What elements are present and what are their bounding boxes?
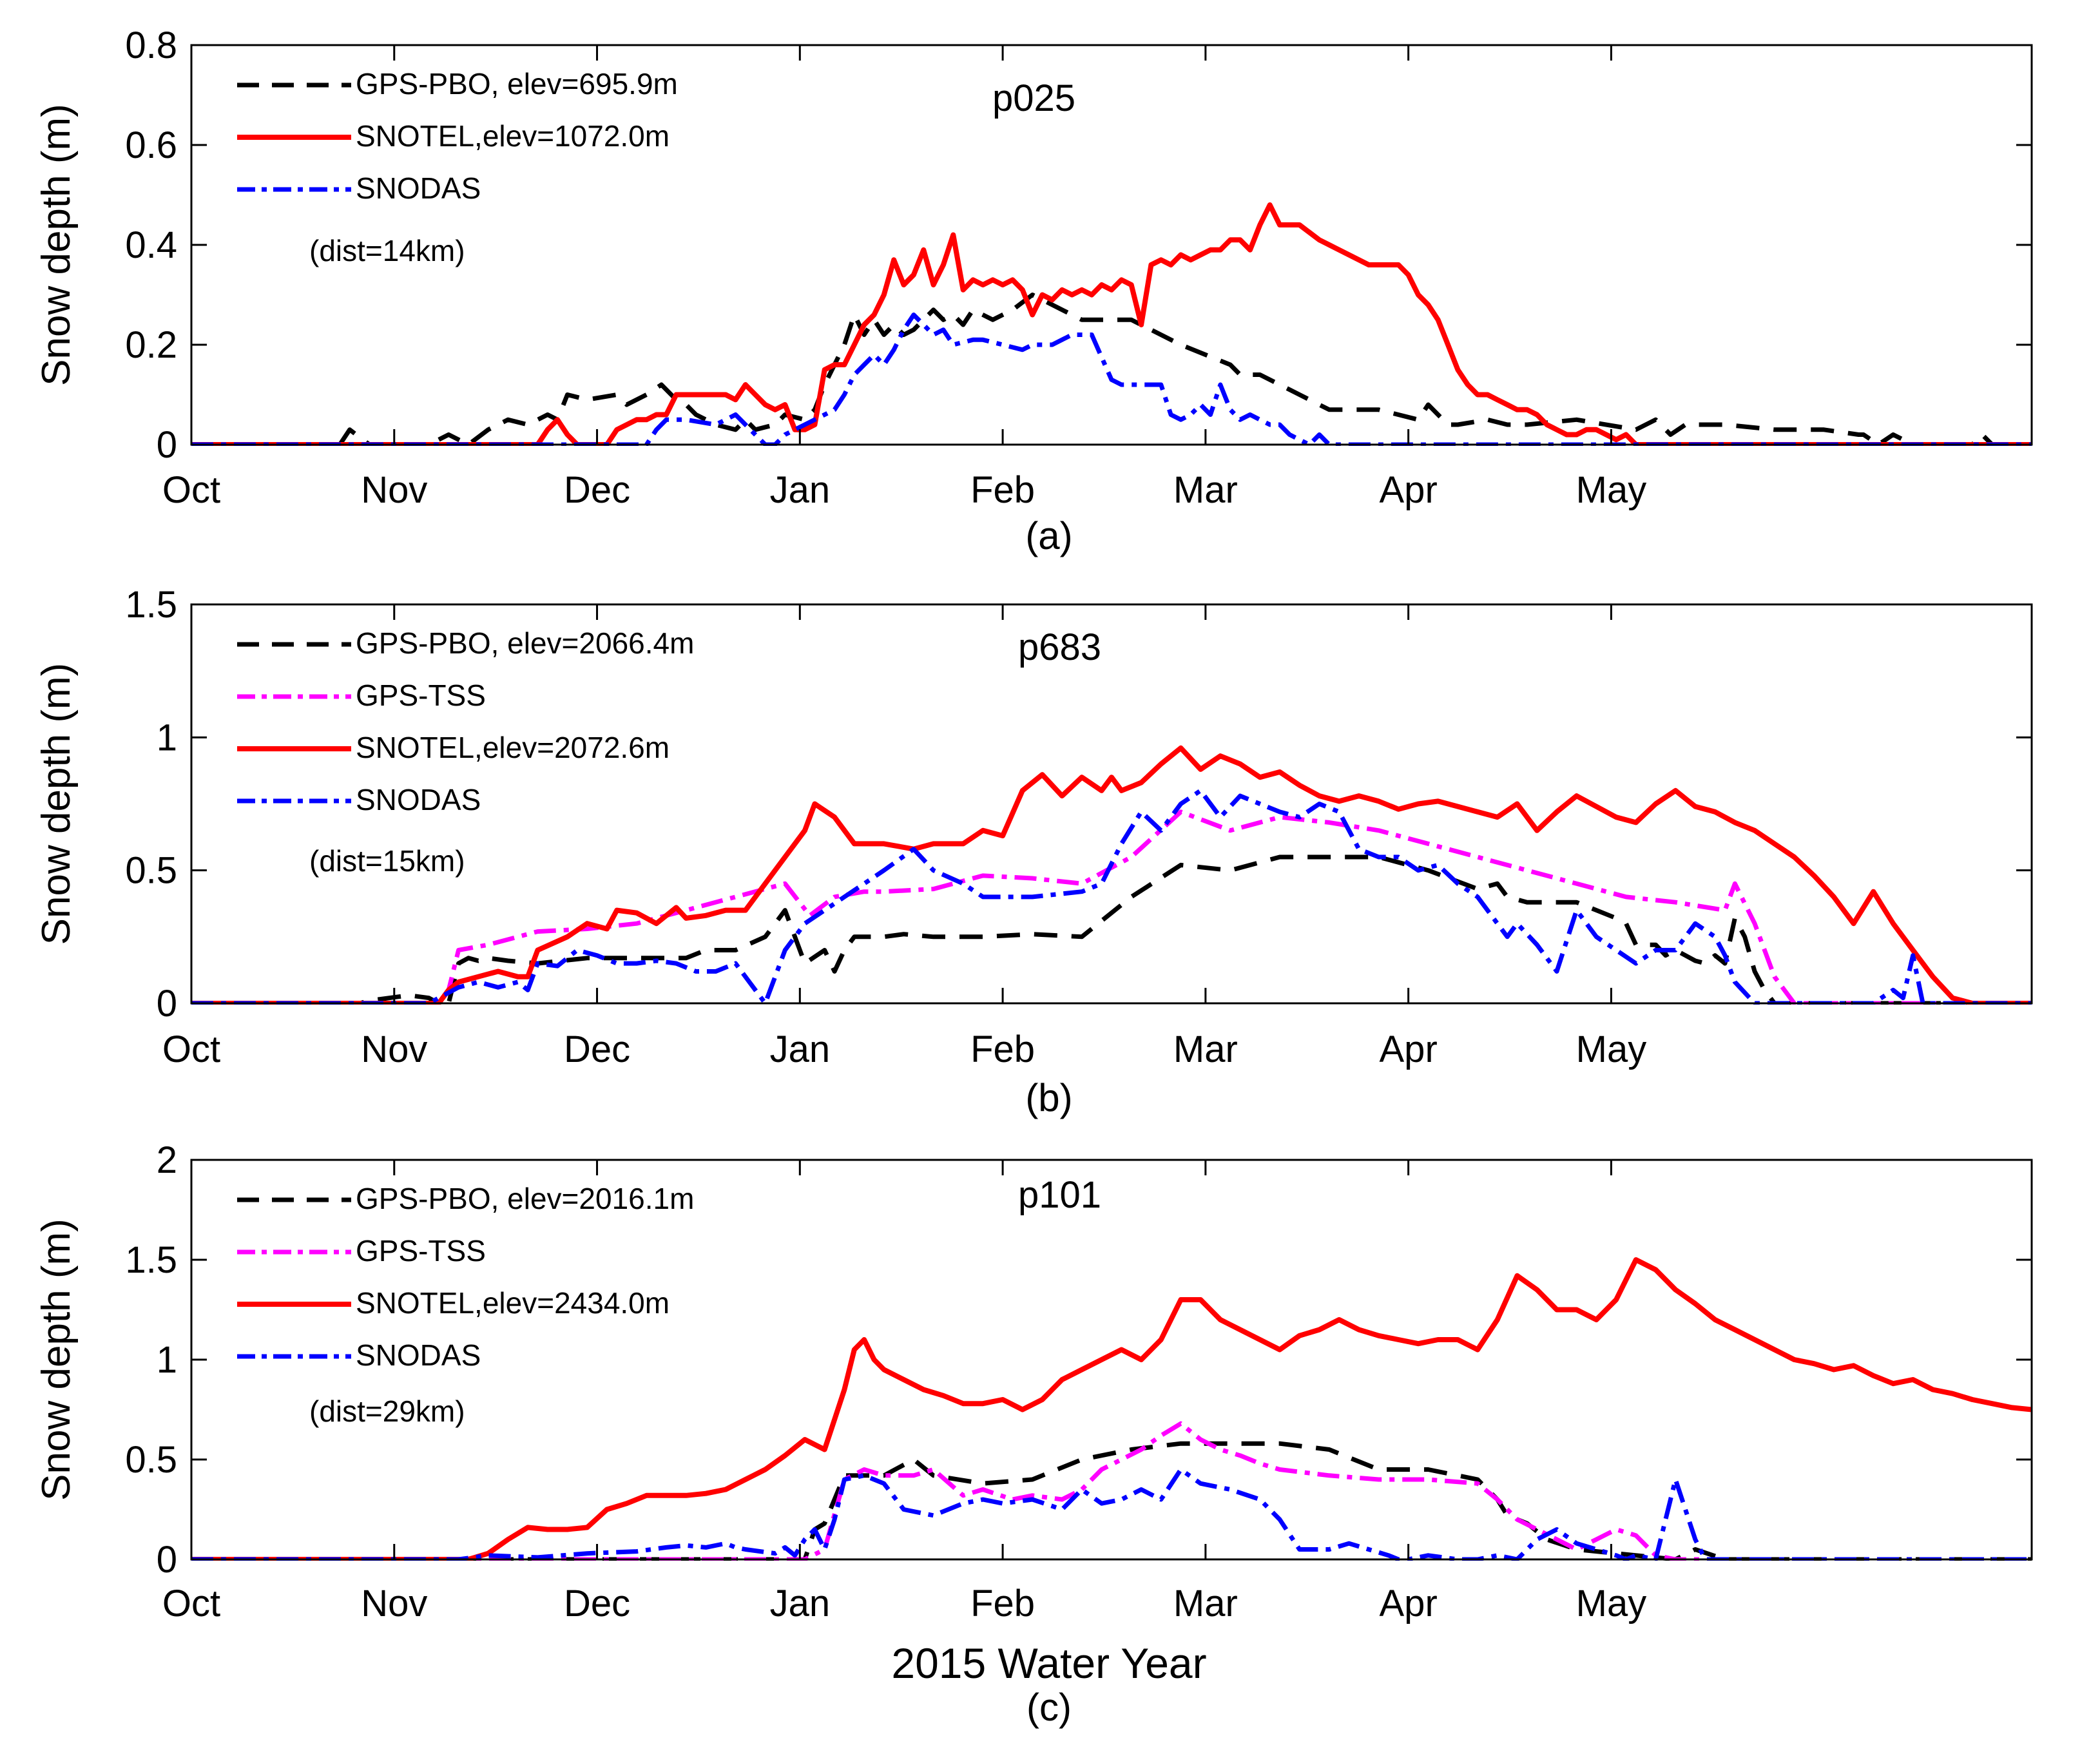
series-line-0-0 xyxy=(191,293,2032,446)
x-tick-label: Apr xyxy=(1380,1028,1438,1070)
x-tick-label: Feb xyxy=(970,469,1035,511)
x-tick-label: Dec xyxy=(564,1028,630,1070)
distance-note: (dist=15km) xyxy=(309,844,465,878)
legend-label: GPS-PBO, elev=2066.4m xyxy=(356,626,694,660)
y-tick-label: 1 xyxy=(157,1339,177,1381)
legend-label: SNOTEL,elev=1072.0m xyxy=(356,119,669,153)
legend-label: GPS-PBO, elev=2016.1m xyxy=(356,1182,694,1215)
legend-label: GPS-TSS xyxy=(356,1234,486,1267)
x-tick-label: Jan xyxy=(770,1583,831,1624)
y-axis-label: Snow depth (m) xyxy=(34,663,79,945)
distance-note: (dist=14km) xyxy=(309,234,465,267)
x-tick-label: Jan xyxy=(770,1028,831,1070)
y-tick-label: 0.5 xyxy=(125,850,177,892)
station-label: p101 xyxy=(1018,1174,1101,1216)
y-tick-label: 0.4 xyxy=(125,224,177,266)
panel-2: 0 0.5 1 1.5 2 Oct Nov Dec Jan Feb Mar Apr May Snow de… xyxy=(34,1139,2033,1729)
x-tick-label: Dec xyxy=(564,469,630,511)
y-tick-label: 1.5 xyxy=(125,584,177,626)
y-tick-label: 0 xyxy=(157,1539,177,1581)
x-tick-label: Dec xyxy=(564,1583,630,1624)
y-axis-label: Snow depth (m) xyxy=(34,1219,79,1501)
x-tick-label: Feb xyxy=(970,1583,1035,1624)
x-tick-label: Oct xyxy=(162,469,220,511)
y-tick-label: 0.8 xyxy=(125,24,177,66)
x-tick-label: Feb xyxy=(970,1028,1035,1070)
series-line-2-3 xyxy=(191,1467,2032,1561)
series-line-2-1 xyxy=(191,1421,2032,1561)
series-line-1-1 xyxy=(191,809,2032,1005)
x-tick-label: Apr xyxy=(1380,1583,1438,1624)
x-tick-label: Nov xyxy=(361,1028,427,1070)
station-label: p683 xyxy=(1018,626,1101,668)
legend-label: SNODAS xyxy=(356,171,481,205)
x-tick-label: Mar xyxy=(1173,1028,1238,1070)
y-tick-label: 0.6 xyxy=(125,124,177,166)
x-tick-label: Mar xyxy=(1173,1583,1238,1624)
x-tick-label: Jan xyxy=(770,469,831,511)
x-tick-label: Mar xyxy=(1173,469,1238,511)
y-tick-label: 0 xyxy=(157,983,177,1025)
plot-frame xyxy=(190,603,2033,1005)
panel-label: (a) xyxy=(1025,514,1072,557)
distance-note: (dist=29km) xyxy=(309,1394,465,1428)
legend-label: GPS-TSS xyxy=(356,679,486,712)
x-tick-label: Oct xyxy=(162,1028,220,1070)
series-line-1-3 xyxy=(191,788,2032,1005)
series-line-2-2 xyxy=(191,1257,2032,1561)
legend-label: SNOTEL,elev=2072.6m xyxy=(356,731,669,764)
y-tick-label: 0 xyxy=(157,424,177,466)
x-tick-label: May xyxy=(1576,469,1647,511)
y-axis-label: Snow depth (m) xyxy=(34,104,79,386)
series-line-1-0 xyxy=(191,854,2032,1005)
legend-label: SNODAS xyxy=(356,783,481,816)
panel-label: (c) xyxy=(1026,1686,1072,1729)
panel-0: 0 0.2 0.4 0.6 0.8 Oct Nov Dec Jan Feb Mar Apr May Sno… xyxy=(34,24,2033,557)
x-tick-label: May xyxy=(1576,1028,1647,1070)
legend-label: GPS-PBO, elev=695.9m xyxy=(356,67,678,101)
y-tick-label: 0.5 xyxy=(125,1439,177,1481)
station-label: p025 xyxy=(992,77,1075,119)
series-line-1-2 xyxy=(191,745,2032,1005)
x-tick-label: Oct xyxy=(162,1583,220,1624)
panel-1: 0 0.5 1 1.5 Oct Nov Dec Jan Feb Mar Apr May Snow dep… xyxy=(34,584,2033,1119)
y-tick-label: 1 xyxy=(157,717,177,758)
x-tick-label: Apr xyxy=(1380,469,1438,511)
panel-label: (b) xyxy=(1025,1076,1072,1119)
series-line-0-2 xyxy=(191,313,2032,446)
x-tick-label: Nov xyxy=(361,469,427,511)
y-tick-label: 1.5 xyxy=(125,1239,177,1281)
series-line-0-1 xyxy=(191,202,2032,446)
series-line-2-0 xyxy=(191,1441,2032,1561)
legend-label: SNOTEL,elev=2434.0m xyxy=(356,1286,669,1320)
x-tick-label: Nov xyxy=(361,1583,427,1624)
x-tick-label: May xyxy=(1576,1583,1647,1624)
x-axis-title: 2015 Water Year xyxy=(891,1639,1206,1687)
y-tick-label: 0.2 xyxy=(125,324,177,366)
plot-frame xyxy=(190,44,2033,446)
legend-label: SNODAS xyxy=(356,1338,481,1372)
y-tick-label: 2 xyxy=(157,1139,177,1181)
